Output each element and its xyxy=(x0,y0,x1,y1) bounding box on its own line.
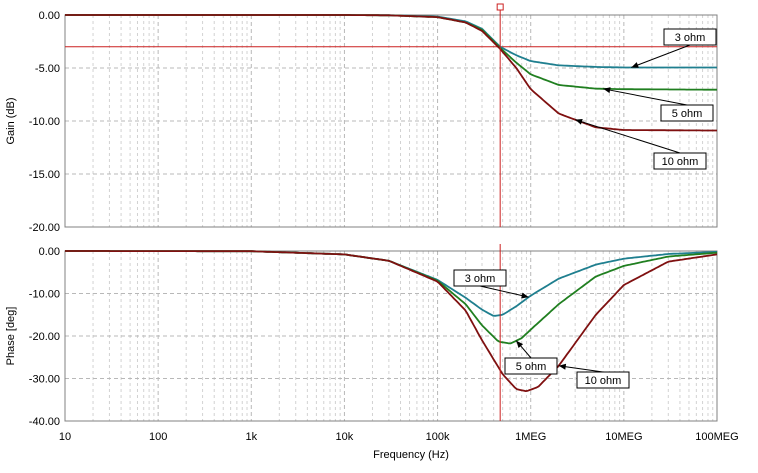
x-tick-label: 1k xyxy=(245,431,257,443)
callout-label: 10 ohm xyxy=(662,156,699,168)
callout-label: 5 ohm xyxy=(672,108,703,120)
callout-leader xyxy=(603,88,688,106)
y-tick-label: -10.00 xyxy=(29,289,60,301)
callout-box xyxy=(453,269,507,287)
callout-leader xyxy=(479,285,529,298)
series-callout: 5 ohm xyxy=(603,87,714,122)
series-callout: 5 ohm xyxy=(504,340,558,375)
cursor-handle[interactable] xyxy=(496,3,504,11)
x-axis-label: Frequency (Hz) xyxy=(373,449,449,461)
callout-arrowhead xyxy=(575,118,583,125)
callout-leader xyxy=(575,119,681,154)
y-tick-label: -30.00 xyxy=(29,374,60,386)
series-callout: 3 ohm xyxy=(631,28,717,68)
y-tick-label: -40.00 xyxy=(29,416,60,428)
x-tick-label: 100k xyxy=(426,431,450,443)
x-tick-label: 10 xyxy=(59,431,71,443)
x-tick-label: 1MEG xyxy=(515,431,546,443)
x-axis: 10 100 1k 10k 100k 1MEG 10MEG 100MEG xyxy=(59,431,739,443)
x-tick-label: 100MEG xyxy=(695,431,738,443)
y-tick-label: 0.00 xyxy=(39,246,60,258)
callout-box xyxy=(653,152,707,170)
callout-arrowhead xyxy=(558,363,567,370)
series-callout: 10 ohm xyxy=(558,363,630,389)
callout-box xyxy=(660,104,714,122)
callout-arrowhead xyxy=(521,292,529,299)
y-tick-label: -20.00 xyxy=(29,331,60,343)
series-callout: 10 ohm xyxy=(575,118,707,170)
y-tick-label: -15.00 xyxy=(29,169,60,181)
callout-arrowhead xyxy=(516,340,524,348)
series-line-10-ohm xyxy=(65,14,717,132)
series-callout: 3 ohm xyxy=(453,269,529,299)
gain-panel: 0.00 -5.00 -10.00 -15.00 -20.00 Gain (dB) 3 oh… xyxy=(5,3,718,234)
y-axis-label: Gain (dB) xyxy=(5,97,17,144)
y-tick-label: -20.00 xyxy=(29,222,60,234)
y-tick-label: 0.00 xyxy=(39,10,60,22)
series-line-10-ohm xyxy=(65,250,718,393)
callout-arrowhead xyxy=(631,62,639,68)
callout-arrowhead xyxy=(603,87,611,94)
callout-label: 10 ohm xyxy=(585,375,622,387)
callout-label: 5 ohm xyxy=(516,361,547,373)
callout-label: 3 ohm xyxy=(675,32,706,44)
x-tick-label: 10MEG xyxy=(605,431,642,443)
x-tick-label: 100 xyxy=(149,431,167,443)
callout-label: 3 ohm xyxy=(465,273,496,285)
callout-box xyxy=(504,357,558,375)
callout-leader xyxy=(631,44,691,68)
callout-box xyxy=(576,371,630,389)
y-tick-label: -10.00 xyxy=(29,116,60,128)
phase-panel: 0.00 -10.00 -20.00 -30.00 -40.00 Phase [deg] 3… xyxy=(5,244,718,428)
x-tick-label: 10k xyxy=(336,431,354,443)
y-axis-label: Phase [deg] xyxy=(5,307,17,366)
y-tick-label: -5.00 xyxy=(35,63,60,75)
callout-box xyxy=(663,28,717,46)
plot-frame xyxy=(64,250,718,422)
callout-leader xyxy=(558,365,604,373)
